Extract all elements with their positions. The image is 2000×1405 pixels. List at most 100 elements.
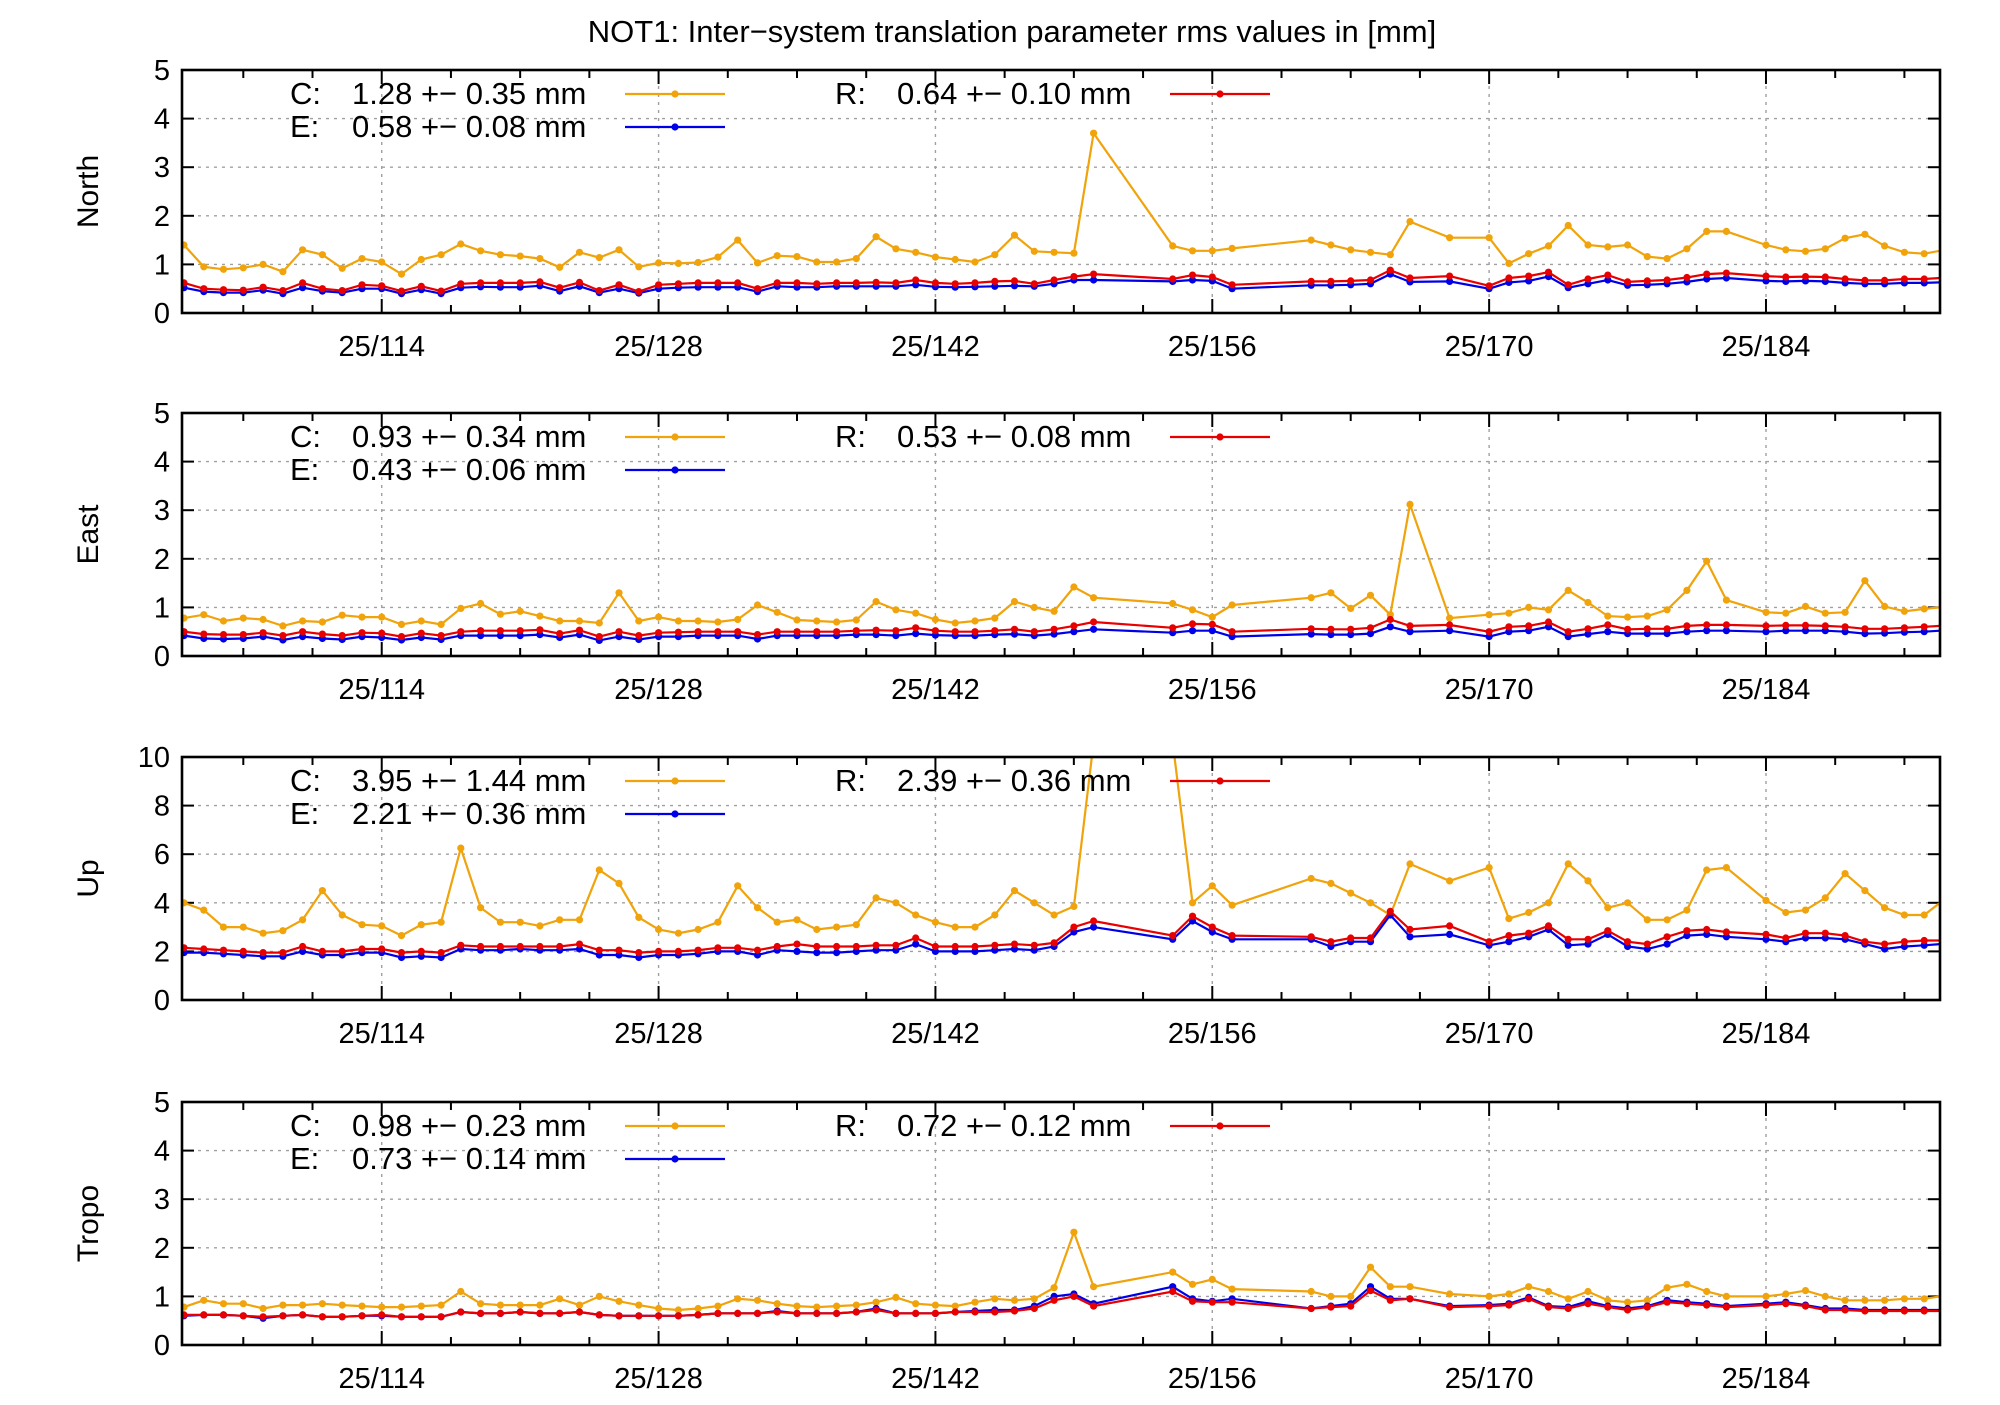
data-point-r bbox=[1327, 277, 1335, 285]
data-point-r bbox=[1801, 273, 1810, 281]
data-point-r bbox=[1604, 1303, 1612, 1311]
data-point-c bbox=[991, 911, 999, 919]
legend-value-c: 3.95 +− 1.44 mm bbox=[352, 763, 586, 798]
data-point-c bbox=[259, 929, 267, 937]
data-point-r bbox=[1366, 1287, 1375, 1295]
data-point-c bbox=[694, 617, 702, 625]
data-point-c bbox=[1406, 1283, 1414, 1291]
y-tick-label: 1 bbox=[154, 1281, 170, 1313]
data-point-r bbox=[477, 1309, 485, 1317]
data-point-r bbox=[833, 279, 841, 287]
data-point-r bbox=[1564, 1304, 1572, 1313]
data-point-r bbox=[1900, 275, 1908, 283]
data-point-e bbox=[1505, 938, 1513, 946]
data-point-c bbox=[1208, 1275, 1216, 1283]
data-point-c bbox=[1584, 1287, 1592, 1296]
data-point-c bbox=[1584, 598, 1592, 607]
data-point-c bbox=[1881, 602, 1889, 611]
data-point-r bbox=[951, 280, 959, 288]
data-point-r bbox=[852, 1308, 860, 1316]
data-point-r bbox=[1366, 276, 1375, 284]
data-point-r bbox=[714, 279, 722, 287]
data-point-r bbox=[1485, 628, 1493, 636]
data-point-c bbox=[1624, 899, 1632, 907]
data-point-r bbox=[496, 1309, 504, 1317]
data-point-c bbox=[1584, 877, 1592, 885]
data-point-r bbox=[991, 1308, 999, 1316]
data-point-r bbox=[556, 630, 564, 638]
data-point-r bbox=[1584, 625, 1592, 633]
data-point-c bbox=[1841, 1296, 1849, 1304]
data-point-r bbox=[1010, 625, 1019, 633]
data-point-c bbox=[931, 1301, 940, 1309]
data-point-c bbox=[773, 608, 781, 616]
data-point-c bbox=[635, 1301, 643, 1309]
data-point-c bbox=[1327, 241, 1335, 249]
data-point-r bbox=[694, 279, 702, 287]
data-point-r bbox=[852, 627, 860, 635]
x-tick-label: 25/170 bbox=[1445, 331, 1534, 363]
data-point-r bbox=[338, 947, 346, 956]
data-point-r bbox=[437, 632, 445, 640]
data-point-c bbox=[1010, 1296, 1019, 1304]
data-point-r bbox=[1782, 273, 1790, 281]
data-point-c bbox=[457, 844, 465, 852]
data-point-r bbox=[1643, 277, 1651, 285]
data-point-c bbox=[279, 268, 287, 276]
data-point-c bbox=[496, 251, 504, 259]
data-point-c bbox=[1762, 608, 1770, 616]
data-point-c bbox=[912, 248, 920, 256]
data-point-r bbox=[1703, 925, 1711, 934]
series-r bbox=[182, 266, 1940, 296]
legend-value-e: 0.58 +− 0.08 mm bbox=[352, 109, 586, 144]
data-point-r bbox=[1228, 932, 1236, 940]
data-point-r bbox=[912, 1309, 920, 1317]
data-point-c bbox=[833, 923, 841, 931]
data-point-r bbox=[1525, 929, 1533, 937]
data-point-c bbox=[714, 618, 722, 626]
data-point-c bbox=[516, 607, 524, 615]
series-line-e bbox=[183, 272, 1940, 295]
data-point-r bbox=[971, 628, 979, 636]
data-point-r bbox=[200, 1311, 208, 1319]
data-point-c bbox=[1307, 874, 1315, 883]
series-e bbox=[182, 623, 1940, 645]
data-point-c bbox=[951, 619, 959, 627]
chart-panel-tropo: 0 1 2 3 4 5 25/114 25/128 25/142 25/156 25/170 25/1… bbox=[72, 1087, 1942, 1395]
data-point-c bbox=[852, 255, 860, 263]
data-point-c bbox=[358, 921, 366, 929]
data-point-c bbox=[1446, 614, 1454, 622]
data-point-r bbox=[239, 947, 247, 956]
data-point-c bbox=[496, 918, 504, 926]
x-tick-label: 25/128 bbox=[614, 1363, 703, 1395]
data-point-r bbox=[1643, 940, 1651, 948]
y-axis-label: Tropo bbox=[72, 1185, 105, 1262]
data-point-c bbox=[1228, 1285, 1236, 1293]
data-point-c bbox=[1643, 916, 1651, 924]
y-tick-label: 0 bbox=[154, 1330, 170, 1362]
series-c bbox=[182, 500, 1940, 630]
data-point-c bbox=[892, 606, 900, 614]
data-point-c bbox=[1050, 248, 1058, 256]
data-point-r bbox=[714, 1309, 722, 1317]
data-point-r bbox=[1307, 933, 1315, 941]
x-tick-label: 25/128 bbox=[614, 674, 703, 706]
data-point-r bbox=[1050, 276, 1058, 284]
data-point-r bbox=[457, 941, 465, 949]
data-point-c bbox=[971, 258, 979, 266]
x-tick-label: 25/170 bbox=[1445, 1018, 1534, 1050]
data-point-e bbox=[1406, 933, 1414, 941]
data-point-r bbox=[595, 633, 603, 641]
data-point-r bbox=[615, 1312, 623, 1320]
data-point-r bbox=[1920, 936, 1928, 945]
data-point-c bbox=[892, 1293, 900, 1301]
data-point-c bbox=[1900, 248, 1908, 256]
data-point-c bbox=[239, 614, 247, 622]
data-point-c bbox=[1821, 609, 1829, 617]
data-point-r bbox=[1050, 939, 1058, 947]
data-point-c bbox=[496, 1301, 504, 1309]
data-point-c bbox=[358, 613, 366, 621]
data-point-e bbox=[1208, 627, 1216, 635]
data-point-r bbox=[1841, 623, 1849, 631]
data-point-r bbox=[1327, 1303, 1335, 1311]
